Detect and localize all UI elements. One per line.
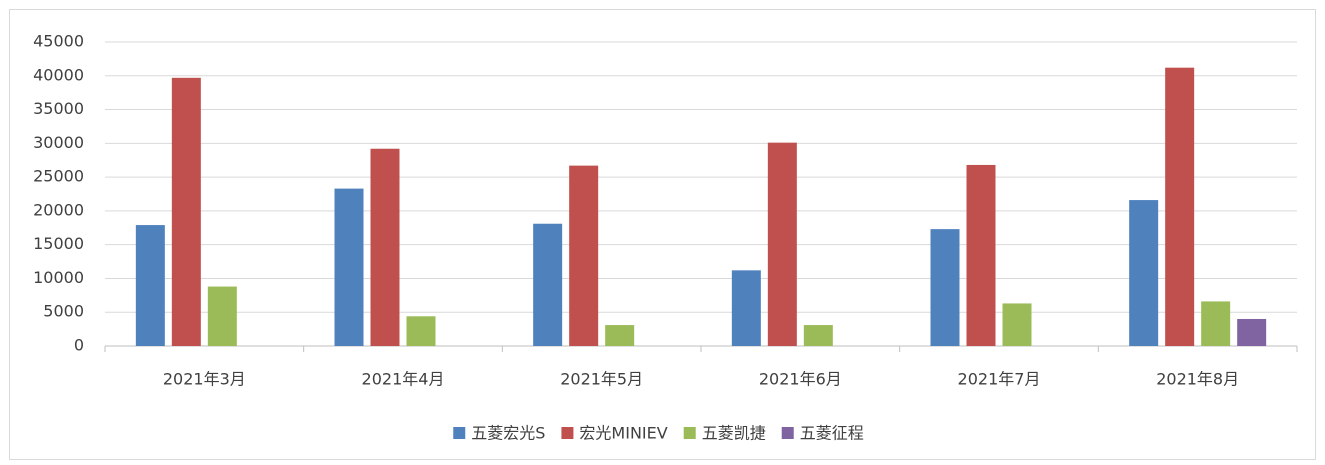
bar bbox=[171, 77, 201, 346]
y-tick-label: 15000 bbox=[33, 234, 84, 253]
x-tick-label: 2021年8月 bbox=[1156, 370, 1239, 389]
bar bbox=[1002, 303, 1032, 346]
x-tick-label: 2021年6月 bbox=[759, 370, 842, 389]
chart-border bbox=[9, 9, 1316, 460]
bar bbox=[207, 286, 237, 346]
bar bbox=[767, 142, 797, 346]
bar bbox=[930, 229, 960, 346]
y-tick-label: 25000 bbox=[33, 167, 84, 186]
x-tick-label: 2021年7月 bbox=[958, 370, 1041, 389]
y-tick-label: 5000 bbox=[43, 302, 84, 321]
y-tick-label: 10000 bbox=[33, 268, 84, 287]
legend-swatch bbox=[561, 427, 574, 439]
y-tick-label: 20000 bbox=[33, 200, 84, 219]
bar bbox=[1237, 318, 1267, 346]
y-tick-label: 40000 bbox=[33, 65, 84, 84]
legend-label: 五菱凯捷 bbox=[702, 424, 766, 443]
bar bbox=[1129, 200, 1159, 346]
y-tick-label: 45000 bbox=[33, 32, 84, 51]
y-tick-label: 30000 bbox=[33, 133, 84, 152]
bar bbox=[370, 148, 400, 346]
y-tick-label: 0 bbox=[74, 336, 84, 355]
bar bbox=[605, 325, 635, 346]
legend-swatch bbox=[453, 427, 466, 439]
legend-swatch bbox=[781, 427, 794, 439]
y-tick-label: 35000 bbox=[33, 99, 84, 118]
bar bbox=[1201, 301, 1231, 346]
legend-swatch bbox=[683, 427, 696, 439]
bar bbox=[803, 325, 833, 346]
bar bbox=[1165, 67, 1195, 346]
bar bbox=[533, 223, 563, 346]
bar bbox=[135, 225, 165, 346]
bar bbox=[334, 188, 364, 346]
bar bbox=[731, 270, 761, 346]
x-tick-label: 2021年5月 bbox=[560, 370, 643, 389]
legend-label: 五菱宏光S bbox=[471, 424, 545, 443]
legend-label: 宏光MINIEV bbox=[579, 424, 667, 443]
legend-label: 五菱征程 bbox=[800, 424, 864, 443]
bar bbox=[406, 316, 436, 346]
x-tick-label: 2021年4月 bbox=[362, 370, 445, 389]
bar bbox=[569, 165, 599, 346]
bar bbox=[966, 164, 996, 346]
x-tick-label: 2021年3月 bbox=[163, 370, 246, 389]
